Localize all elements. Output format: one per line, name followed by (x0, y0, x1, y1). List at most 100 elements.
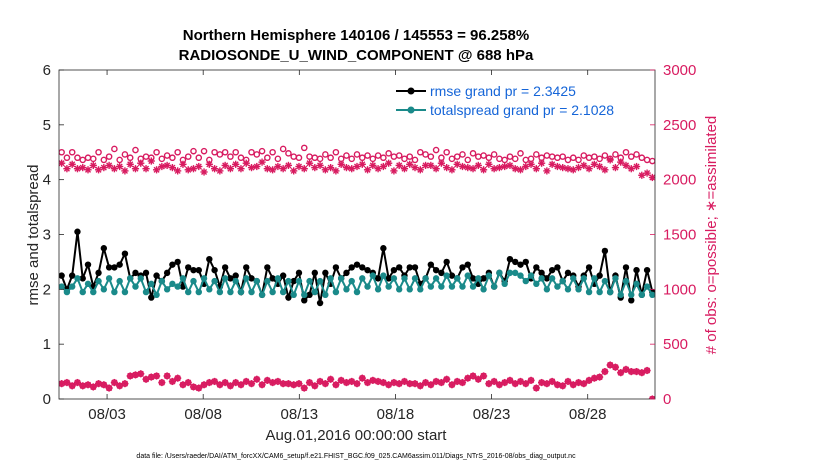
obs-possible-point (74, 154, 81, 162)
obs-assimilated-point (501, 162, 509, 171)
obs-assimilated-point (490, 165, 498, 173)
obs-assimilated-point (131, 165, 140, 173)
obs-assimilated-point (427, 381, 435, 389)
obs-possible-point (496, 155, 503, 163)
obs-assimilated-point (564, 165, 572, 173)
series-0-point (543, 275, 551, 282)
y-axis-left-label: rmse and totalspread (25, 165, 42, 306)
obs-possible-point (459, 151, 466, 158)
obs-assimilated-point (479, 166, 488, 174)
obs-assimilated-point (168, 164, 176, 172)
series-0-point (643, 266, 651, 274)
obs-assimilated-point (195, 162, 203, 171)
obs-assimilated-point (137, 370, 145, 378)
obs-assimilated-point (421, 161, 430, 170)
series-1-point (401, 275, 408, 282)
obs-possible-point (237, 154, 245, 162)
obs-possible-point (464, 156, 472, 164)
legend-box (392, 78, 650, 122)
obs-assimilated-point (94, 380, 103, 388)
series-0-point (290, 277, 297, 285)
obs-possible-point (427, 153, 435, 160)
series-1-point (601, 277, 609, 285)
obs-assimilated-point (506, 161, 514, 170)
series-0-point (506, 255, 514, 263)
obs-possible-point (438, 154, 445, 162)
obs-possible-point (300, 144, 308, 152)
obs-assimilated-point (443, 375, 451, 383)
obs-possible-point (169, 154, 176, 162)
legend-rmse-label: rmse grand pr = 2.3425 (430, 83, 576, 99)
obs-possible-point (612, 151, 619, 158)
obs-assimilated-point (105, 161, 113, 170)
series-0-point (105, 264, 113, 271)
series-1-point (211, 277, 218, 285)
series-0-point (142, 269, 150, 277)
series-0-point (464, 261, 471, 268)
obs-assimilated-point (232, 160, 240, 168)
obs-assimilated-point (559, 382, 567, 390)
series-1-point (369, 272, 377, 279)
series-0-point (148, 294, 155, 301)
obs-assimilated-point (327, 164, 335, 172)
series-1-point (512, 269, 519, 277)
obs-possible-point (527, 155, 535, 163)
obs-possible-point (390, 153, 398, 160)
obs-possible-point (59, 148, 65, 156)
obs-assimilated-point (237, 165, 245, 173)
series-1-point (121, 288, 129, 296)
series-1-point (485, 272, 493, 279)
series-1-point (232, 277, 239, 285)
series-0-point (359, 264, 366, 271)
series-1-point (506, 269, 514, 277)
obs-possible-point (485, 154, 493, 162)
obs-possible-point (554, 154, 561, 162)
series-0-point (411, 264, 419, 271)
obs-assimilated-point (174, 374, 182, 382)
legend-spread-label: totalspread grand pr = 2.1028 (430, 102, 614, 118)
series-1-point (185, 288, 192, 296)
y-axis-right-label: # of obs: o=possible; ∗=assimilated (703, 116, 720, 355)
series-1-point (337, 275, 345, 282)
obs-assimilated-point (553, 162, 562, 171)
obs-possible-point (348, 155, 356, 163)
obs-assimilated-point (79, 382, 87, 390)
obs-possible-point (548, 153, 556, 160)
obs-assimilated-point (648, 395, 655, 399)
series-0-point (596, 272, 603, 279)
obs-assimilated-point (585, 165, 593, 173)
obs-possible-point (622, 148, 630, 156)
obs-possible-point (258, 147, 266, 155)
series-1-point (174, 283, 181, 290)
series-1-point (591, 275, 598, 282)
series-1-point (322, 291, 329, 299)
obs-assimilated-point (195, 384, 203, 392)
obs-possible-point (406, 153, 414, 160)
obs-assimilated-point (184, 378, 192, 387)
obs-assimilated-point (453, 377, 461, 386)
series-0-point (374, 275, 382, 282)
series-1-point (63, 288, 71, 296)
obs-assimilated-point (437, 378, 445, 387)
obs-assimilated-point (253, 162, 261, 171)
series-0-point (163, 269, 171, 277)
series-1-point (643, 283, 651, 290)
x-tick-label: 08/23 (473, 406, 511, 423)
obs-assimilated-point (490, 377, 498, 386)
obs-possible-point (290, 153, 298, 160)
series-1-point (148, 280, 155, 288)
series-0-point (585, 264, 593, 271)
series-1-point (622, 277, 630, 285)
series-1-point (628, 291, 635, 299)
obs-assimilated-point (353, 380, 361, 388)
obs-assimilated-point (205, 378, 213, 387)
obs-assimilated-point (532, 165, 540, 173)
obs-assimilated-point (342, 164, 351, 172)
series-1-point (390, 275, 398, 282)
series-1-point (100, 286, 108, 293)
series-0-point (385, 275, 392, 282)
obs-possible-point (643, 156, 651, 164)
obs-assimilated-point (305, 378, 314, 387)
obs-possible-point (395, 152, 403, 159)
obs-assimilated-point (158, 162, 166, 171)
